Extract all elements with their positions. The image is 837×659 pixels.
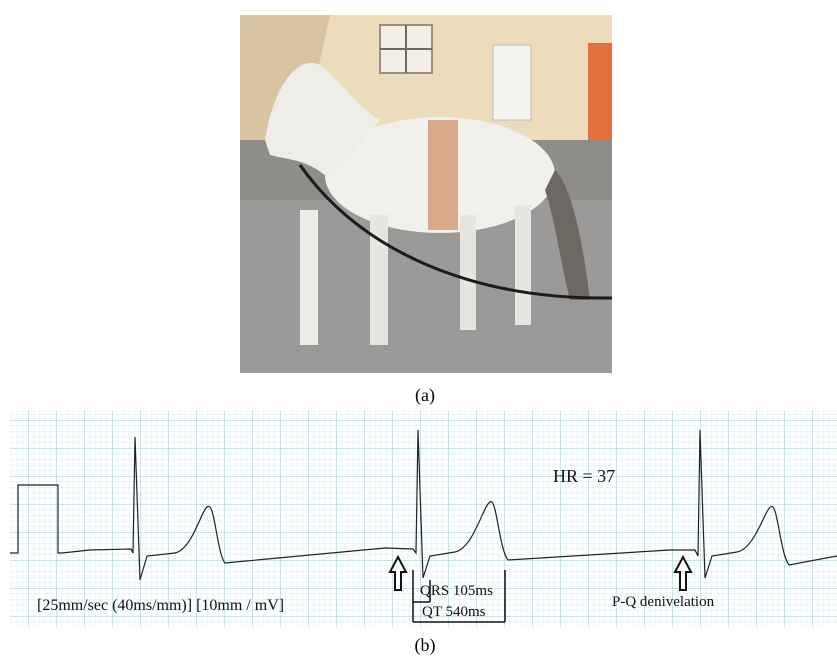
qt-label: QT 540ms: [422, 604, 486, 620]
pq-label: P-Q denivelation: [612, 594, 715, 610]
panel-b-label: (b): [415, 635, 436, 656]
horse-photo: [240, 15, 612, 373]
heart-rate: HR = 37: [553, 466, 615, 486]
figure: (a) HR = 37 QRS 105ms QT 540ms [25mm/sec…: [0, 0, 837, 659]
panel-a-label: (a): [415, 385, 435, 406]
scale-label: [25mm/sec (40ms/mm)] [10mm / mV]: [37, 597, 284, 614]
qrs-label: QRS 105ms: [420, 583, 493, 599]
page: (a) HR = 37 QRS 105ms QT 540ms [25mm/sec…: [0, 0, 837, 659]
